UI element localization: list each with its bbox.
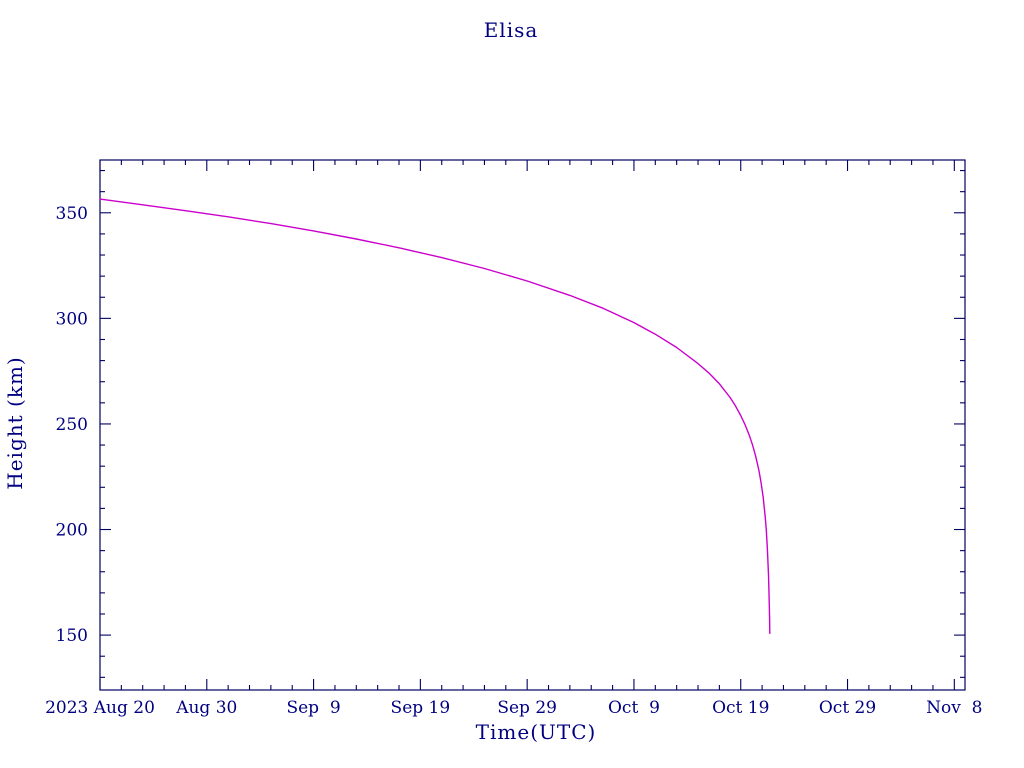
- y-tick-label: 300: [56, 309, 88, 329]
- x-tick-label: Sep 19: [391, 698, 451, 718]
- plot-frame: [99, 159, 966, 691]
- decay-curve: [99, 198, 771, 635]
- axis-ticks: [99, 160, 965, 690]
- x-axis-label: Time(UTC): [476, 720, 597, 744]
- y-tick-labels: 150 200 250 300 350: [56, 204, 88, 646]
- y-tick-label: 250: [56, 415, 88, 435]
- x-tick-label: Sep 29: [497, 698, 557, 718]
- chart-title: Elisa: [484, 18, 539, 42]
- x-tick-label: Sep 9: [286, 698, 340, 718]
- x-tick-labels: 2023 Aug 20 Aug 30 Sep 9 Sep 19 Sep 29 Oct 9 O…: [45, 698, 982, 718]
- x-tick-label: 2023 Aug 20: [45, 698, 155, 718]
- plot-frame-box: [99, 159, 966, 691]
- y-axis-label: Height (km): [3, 356, 27, 489]
- x-tick-label: Oct 9: [608, 698, 660, 718]
- y-tick-label: 200: [56, 521, 88, 541]
- y-tick-label: 350: [56, 204, 88, 224]
- x-tick-label: Nov 8: [926, 698, 982, 718]
- x-tick-label: Oct 29: [819, 698, 876, 718]
- height-curve: [99, 198, 771, 635]
- x-tick-label: Aug 30: [175, 698, 237, 718]
- x-tick-label: Oct 19: [712, 698, 769, 718]
- y-tick-label: 150: [56, 626, 88, 646]
